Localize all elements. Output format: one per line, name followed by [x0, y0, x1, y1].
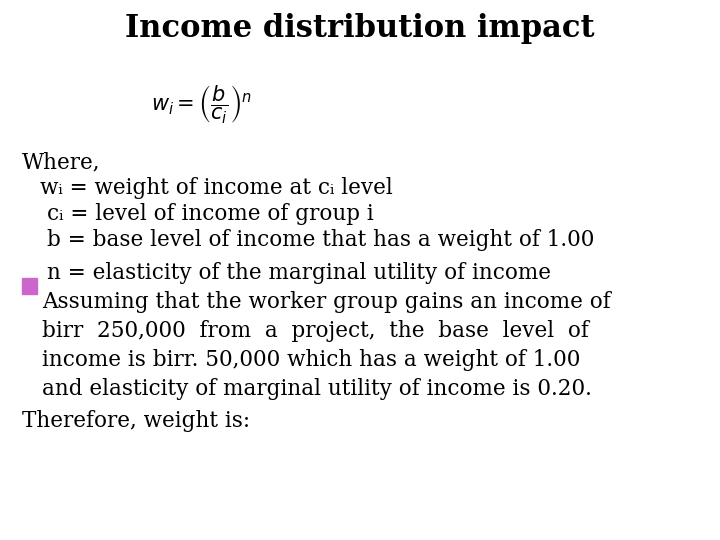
Text: Where,: Where,: [22, 151, 100, 173]
Text: Income distribution impact: Income distribution impact: [125, 14, 595, 44]
Text: n = elasticity of the marginal utility of income: n = elasticity of the marginal utility o…: [47, 262, 551, 284]
Text: $w_i = \left(\dfrac{b}{c_i}\right)^n$: $w_i = \left(\dfrac{b}{c_i}\right)^n$: [151, 84, 252, 126]
Text: income is birr. 50,000 which has a weight of 1.00: income is birr. 50,000 which has a weigh…: [42, 349, 580, 371]
Text: and elasticity of marginal utility of income is 0.20.: and elasticity of marginal utility of in…: [42, 378, 592, 400]
Text: b = base level of income that has a weight of 1.00: b = base level of income that has a weig…: [47, 229, 594, 251]
Text: wᵢ = weight of income at cᵢ level: wᵢ = weight of income at cᵢ level: [40, 177, 392, 199]
FancyBboxPatch shape: [22, 279, 37, 294]
Text: Assuming that the worker group gains an income of: Assuming that the worker group gains an …: [42, 291, 611, 313]
Text: cᵢ = level of income of group i: cᵢ = level of income of group i: [47, 203, 374, 225]
Text: birr  250,000  from  a  project,  the  base  level  of: birr 250,000 from a project, the base le…: [42, 320, 589, 342]
Text: Therefore, weight is:: Therefore, weight is:: [22, 410, 250, 433]
